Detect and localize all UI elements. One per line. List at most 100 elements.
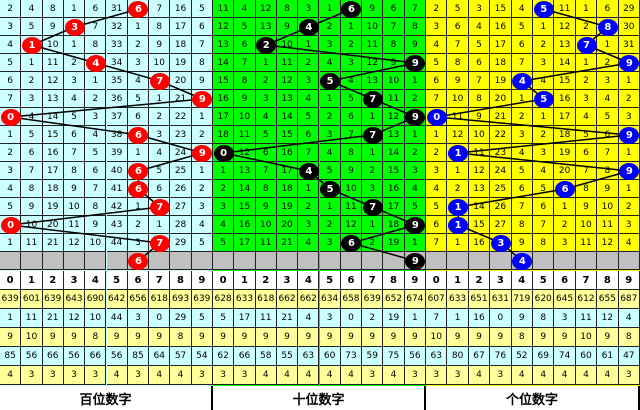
- stat-cell: 3: [191, 366, 213, 386]
- miss-cell: 10: [575, 216, 598, 234]
- miss-cell: 5: [21, 126, 43, 144]
- miss-cell: 4: [127, 72, 150, 90]
- miss-cell: 8: [234, 72, 256, 90]
- draw-ball: 9: [192, 144, 213, 162]
- miss-cell: 8: [511, 216, 533, 234]
- miss-cell: 7: [426, 234, 448, 252]
- miss-cell: 4: [533, 72, 555, 90]
- next-draw-ball: 9: [405, 252, 426, 270]
- stat-cell: 19: [383, 309, 405, 329]
- miss-cell: 16: [468, 234, 491, 252]
- miss-cell: 6: [255, 144, 277, 162]
- miss-cell: 5: [447, 0, 469, 18]
- stat-cell: 29: [170, 309, 192, 329]
- miss-cell: 3: [127, 54, 150, 72]
- miss-cell: 4: [511, 0, 533, 18]
- miss-cell: 15: [276, 126, 299, 144]
- draw-ball: 6: [128, 162, 149, 180]
- miss-cell: 1: [319, 198, 341, 216]
- miss-cell: 13: [255, 18, 277, 36]
- digit-header: 6: [340, 271, 363, 291]
- miss-cell: 6: [85, 0, 107, 18]
- miss-cell: 7: [511, 198, 533, 216]
- next-row-cell: [276, 252, 299, 270]
- miss-cell: 3: [618, 216, 640, 234]
- stat-cell: 1: [404, 309, 426, 329]
- miss-cell: 2: [21, 72, 43, 90]
- miss-cell: 4: [340, 72, 363, 90]
- panel-title: 个位数字: [426, 386, 640, 410]
- miss-cell: 3: [533, 54, 555, 72]
- next-row-cell: [490, 252, 512, 270]
- miss-cell: 4: [63, 90, 86, 108]
- digit-header: 4: [85, 271, 107, 291]
- miss-cell: 26: [170, 180, 192, 198]
- miss-cell: 20: [42, 216, 64, 234]
- miss-cell: 3: [213, 198, 235, 216]
- miss-cell: 5: [191, 234, 213, 252]
- digit-header: 2: [42, 271, 64, 291]
- miss-cell: 4: [0, 36, 22, 54]
- miss-cell: 1: [447, 162, 469, 180]
- next-draw-ball: 6: [128, 252, 149, 270]
- miss-cell: 7: [149, 0, 171, 18]
- miss-cell: 2: [362, 234, 384, 252]
- miss-cell: 28: [170, 216, 192, 234]
- miss-cell: 17: [42, 162, 64, 180]
- digit-header: 7: [575, 271, 598, 291]
- miss-cell: 2: [319, 18, 341, 36]
- stat-cell: 74: [554, 347, 576, 367]
- stat-cell: 80: [447, 347, 469, 367]
- stat-cell: 9: [383, 328, 405, 348]
- miss-cell: 1: [447, 234, 469, 252]
- miss-cell: 2: [618, 198, 640, 216]
- miss-cell: 3: [298, 72, 320, 90]
- stat-cell: 4: [468, 366, 491, 386]
- stat-cell: 4: [618, 309, 640, 329]
- miss-cell: 9: [383, 54, 405, 72]
- stat-cell: 52: [511, 347, 533, 367]
- draw-ball: 7: [149, 72, 170, 90]
- miss-cell: 7: [533, 216, 555, 234]
- miss-cell: 16: [554, 90, 576, 108]
- miss-cell: 8: [85, 198, 107, 216]
- miss-cell: 1: [362, 144, 384, 162]
- miss-cell: 8: [383, 36, 405, 54]
- miss-cell: 3: [340, 54, 363, 72]
- miss-cell: 2: [575, 18, 598, 36]
- miss-cell: 5: [127, 90, 150, 108]
- miss-cell: 12: [213, 18, 235, 36]
- stat-cell: 76: [490, 347, 512, 367]
- stat-cell: 69: [533, 347, 555, 367]
- miss-cell: 4: [298, 90, 320, 108]
- miss-cell: 1: [362, 108, 384, 126]
- stat-cell: 3: [362, 366, 384, 386]
- miss-cell: 11: [383, 90, 405, 108]
- stat-cell: 4: [170, 366, 192, 386]
- miss-cell: 5: [63, 108, 86, 126]
- miss-cell: 2: [426, 144, 448, 162]
- miss-cell: 40: [106, 162, 128, 180]
- miss-cell: 3: [362, 180, 384, 198]
- next-row-cell: [383, 252, 405, 270]
- miss-cell: 16: [276, 144, 299, 162]
- stat-cell: 1: [0, 309, 22, 329]
- digit-header: 0: [426, 271, 448, 291]
- miss-cell: 5: [149, 162, 171, 180]
- stat-cell: 8: [85, 328, 107, 348]
- miss-cell: 5: [0, 54, 22, 72]
- miss-cell: 2: [127, 216, 150, 234]
- miss-cell: 17: [213, 108, 235, 126]
- panel-units: 2 5 3 15 4 5 11 1 6 29 3 6 4 16 5 1 12 2 8 30 4 7 5 17 6 2 13 7 1 31 5…: [426, 0, 640, 410]
- next-row-cell: [149, 252, 171, 270]
- stat-cell: 651: [468, 290, 491, 310]
- miss-cell: 13: [362, 72, 384, 90]
- miss-cell: 9: [21, 198, 43, 216]
- miss-cell: 18: [554, 126, 576, 144]
- miss-cell: 17: [383, 198, 405, 216]
- stat-cell: 4: [533, 366, 555, 386]
- miss-cell: 2: [63, 54, 86, 72]
- miss-cell: 9: [42, 18, 64, 36]
- stat-cell: 656: [127, 290, 150, 310]
- digit-header: 6: [127, 271, 150, 291]
